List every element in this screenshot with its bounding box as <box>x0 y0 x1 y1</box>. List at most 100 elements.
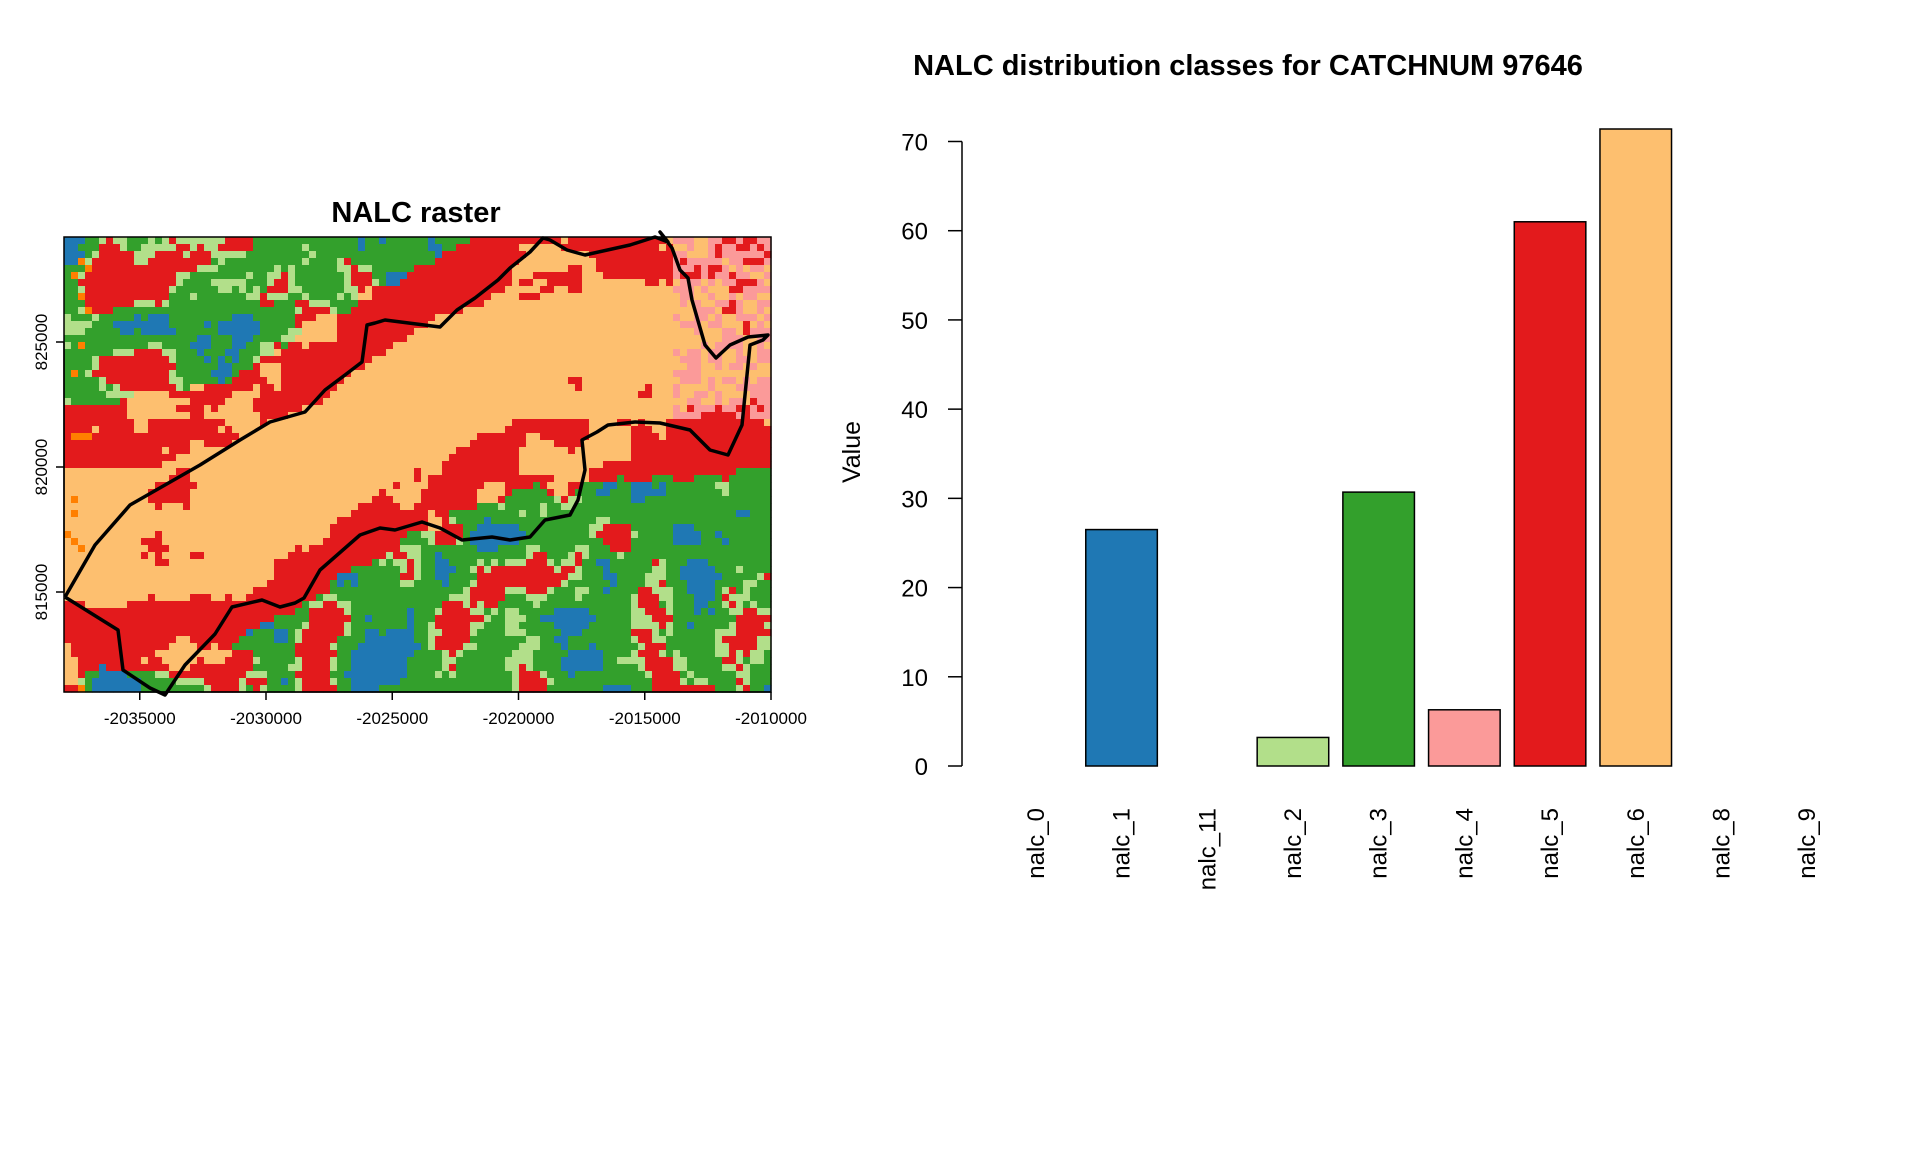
raster-cell <box>106 454 114 462</box>
raster-cell <box>575 349 583 357</box>
raster-cell <box>645 356 653 364</box>
raster-cell <box>323 538 331 546</box>
raster-cell <box>92 286 100 294</box>
raster-cell <box>666 489 674 497</box>
raster-cell <box>141 377 149 385</box>
raster-cell <box>694 307 702 315</box>
raster-cell <box>253 517 261 525</box>
raster-cell <box>71 398 79 406</box>
raster-cell <box>673 314 681 322</box>
raster-cell <box>232 531 240 539</box>
raster-cell <box>435 412 443 420</box>
raster-cell <box>428 328 436 336</box>
raster-cell <box>379 419 387 427</box>
raster-cell <box>120 538 128 546</box>
raster-cell <box>225 349 233 357</box>
raster-cell <box>218 489 226 497</box>
raster-cell <box>652 426 660 434</box>
raster-cell <box>113 265 121 273</box>
raster-cell <box>99 419 107 427</box>
raster-cell <box>715 258 723 266</box>
raster-cell <box>631 244 639 252</box>
raster-cell <box>225 265 233 273</box>
raster-cell <box>750 412 758 420</box>
raster-cell <box>337 538 345 546</box>
raster-cell <box>316 489 324 497</box>
raster-cell <box>162 363 170 371</box>
raster-cell <box>351 517 359 525</box>
raster-cell <box>540 370 548 378</box>
raster-cell <box>288 538 296 546</box>
raster-cell <box>519 272 527 280</box>
raster-cell <box>554 419 562 427</box>
raster-cell <box>316 370 324 378</box>
raster-cell <box>225 314 233 322</box>
raster-cell <box>708 531 716 539</box>
raster-cell <box>582 272 590 280</box>
raster-cell <box>106 475 114 483</box>
raster-cell <box>127 524 135 532</box>
raster-cell <box>64 356 72 364</box>
raster-cell <box>456 566 464 574</box>
raster-cell <box>351 251 359 259</box>
raster-cell <box>134 398 142 406</box>
raster-cell <box>673 531 681 539</box>
raster-cell <box>281 307 289 315</box>
raster-cell <box>701 391 709 399</box>
raster-cell <box>211 573 219 581</box>
raster-cell <box>309 237 317 245</box>
raster-cell <box>351 272 359 280</box>
raster-cell <box>526 510 534 518</box>
raster-cell <box>477 461 485 469</box>
raster-cell <box>659 300 667 308</box>
raster-cell <box>533 342 541 350</box>
raster-cell <box>463 454 471 462</box>
raster-cell <box>526 559 534 567</box>
raster-cell <box>204 328 212 336</box>
raster-cell <box>750 300 758 308</box>
raster-cell <box>64 566 72 574</box>
raster-cell <box>603 433 611 441</box>
raster-cell <box>260 363 268 371</box>
raster-cell <box>736 258 744 266</box>
raster-cell <box>120 454 128 462</box>
raster-cell <box>309 293 317 301</box>
raster-cell <box>393 370 401 378</box>
raster-cell <box>323 440 331 448</box>
raster-cell <box>183 279 191 287</box>
raster-cell <box>442 265 450 273</box>
raster-cell <box>358 314 366 322</box>
raster-cell <box>309 566 317 574</box>
raster-cell <box>281 244 289 252</box>
raster-cell <box>127 517 135 525</box>
raster-cell <box>99 279 107 287</box>
raster-cell <box>183 300 191 308</box>
raster-cell <box>162 335 170 343</box>
raster-cell <box>764 328 772 336</box>
raster-cell <box>337 251 345 259</box>
raster-cell <box>428 475 436 483</box>
raster-cell <box>127 328 135 336</box>
raster-cell <box>99 293 107 301</box>
raster-cell <box>85 258 93 266</box>
raster-cell <box>519 349 527 357</box>
raster-cell <box>316 545 324 553</box>
raster-cell <box>575 342 583 350</box>
raster-cell <box>687 405 695 413</box>
raster-cell <box>736 398 744 406</box>
raster-cell <box>71 377 79 385</box>
raster-cell <box>64 531 72 539</box>
raster-cell <box>722 531 730 539</box>
raster-cell <box>99 377 107 385</box>
raster-cell <box>330 237 338 245</box>
raster-cell <box>666 398 674 406</box>
raster-cell <box>722 314 730 322</box>
raster-cell <box>491 426 499 434</box>
raster-cell <box>645 349 653 357</box>
raster-cell <box>197 482 205 490</box>
raster-cell <box>302 566 310 574</box>
raster-cell <box>582 566 590 574</box>
raster-cell <box>512 482 520 490</box>
raster-cell <box>610 531 618 539</box>
raster-cell <box>106 531 114 539</box>
